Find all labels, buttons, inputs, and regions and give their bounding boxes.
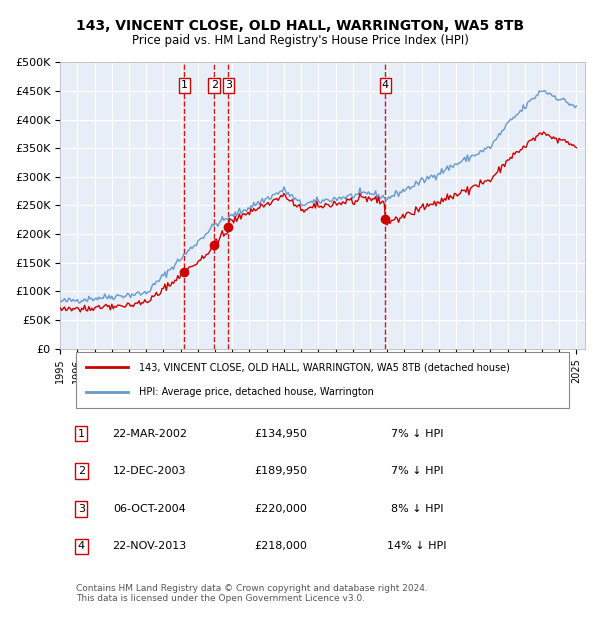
Text: £220,000: £220,000 bbox=[254, 504, 307, 514]
Text: 7% ↓ HPI: 7% ↓ HPI bbox=[391, 466, 443, 476]
Text: 4: 4 bbox=[382, 81, 389, 91]
Text: 3: 3 bbox=[225, 81, 232, 91]
Text: 22-MAR-2002: 22-MAR-2002 bbox=[112, 428, 187, 439]
Text: 1: 1 bbox=[181, 81, 188, 91]
Text: 2: 2 bbox=[77, 466, 85, 476]
Text: 1: 1 bbox=[78, 428, 85, 439]
Text: Contains HM Land Registry data © Crown copyright and database right 2024.
This d: Contains HM Land Registry data © Crown c… bbox=[76, 584, 428, 603]
Text: 3: 3 bbox=[78, 504, 85, 514]
Text: 12-DEC-2003: 12-DEC-2003 bbox=[113, 466, 186, 476]
FancyBboxPatch shape bbox=[76, 352, 569, 408]
Text: Price paid vs. HM Land Registry's House Price Index (HPI): Price paid vs. HM Land Registry's House … bbox=[131, 34, 469, 47]
Text: 06-OCT-2004: 06-OCT-2004 bbox=[113, 504, 186, 514]
Text: 4: 4 bbox=[77, 541, 85, 551]
Text: £218,000: £218,000 bbox=[254, 541, 307, 551]
Text: 22-NOV-2013: 22-NOV-2013 bbox=[112, 541, 187, 551]
Text: 143, VINCENT CLOSE, OLD HALL, WARRINGTON, WA5 8TB (detached house): 143, VINCENT CLOSE, OLD HALL, WARRINGTON… bbox=[139, 362, 510, 373]
Text: HPI: Average price, detached house, Warrington: HPI: Average price, detached house, Warr… bbox=[139, 388, 374, 397]
Text: 8% ↓ HPI: 8% ↓ HPI bbox=[391, 504, 443, 514]
Text: 14% ↓ HPI: 14% ↓ HPI bbox=[388, 541, 447, 551]
Text: 143, VINCENT CLOSE, OLD HALL, WARRINGTON, WA5 8TB: 143, VINCENT CLOSE, OLD HALL, WARRINGTON… bbox=[76, 19, 524, 33]
Text: £189,950: £189,950 bbox=[254, 466, 307, 476]
Text: £134,950: £134,950 bbox=[254, 428, 307, 439]
Text: 7% ↓ HPI: 7% ↓ HPI bbox=[391, 428, 443, 439]
Text: 2: 2 bbox=[211, 81, 218, 91]
